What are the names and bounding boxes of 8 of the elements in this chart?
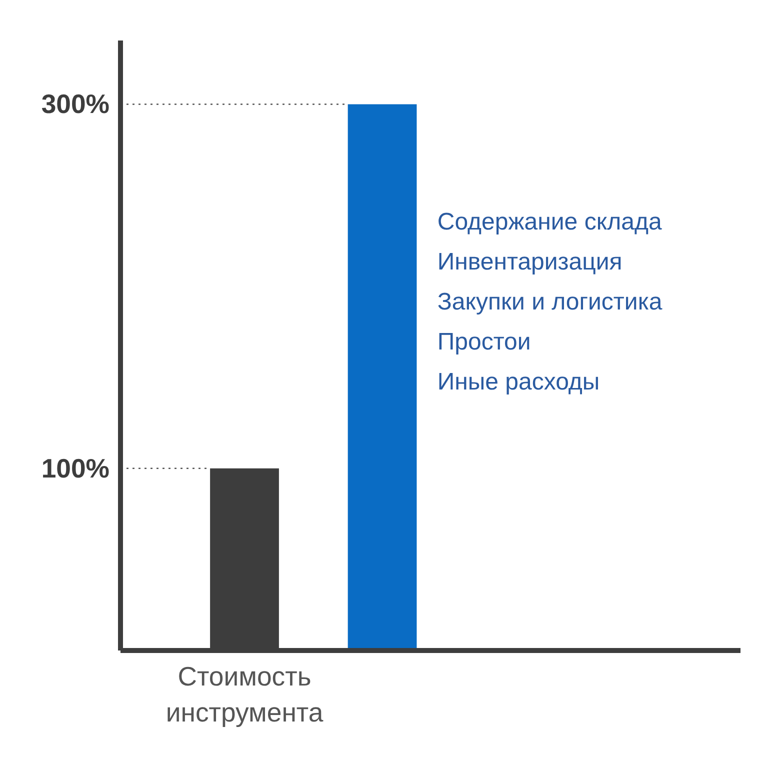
annotation: Закупки и логистика (437, 288, 663, 316)
annotation: Простои (437, 328, 531, 356)
annotation: Содержание склада (437, 208, 662, 236)
y-tick-label: 100% (41, 453, 110, 484)
y-tick-label: 300% (41, 89, 110, 120)
x-tick-label: Стоимость инструмента (166, 662, 324, 728)
annotation: Инвентаризация (437, 248, 622, 276)
annotation: Иные расходы (437, 368, 600, 396)
